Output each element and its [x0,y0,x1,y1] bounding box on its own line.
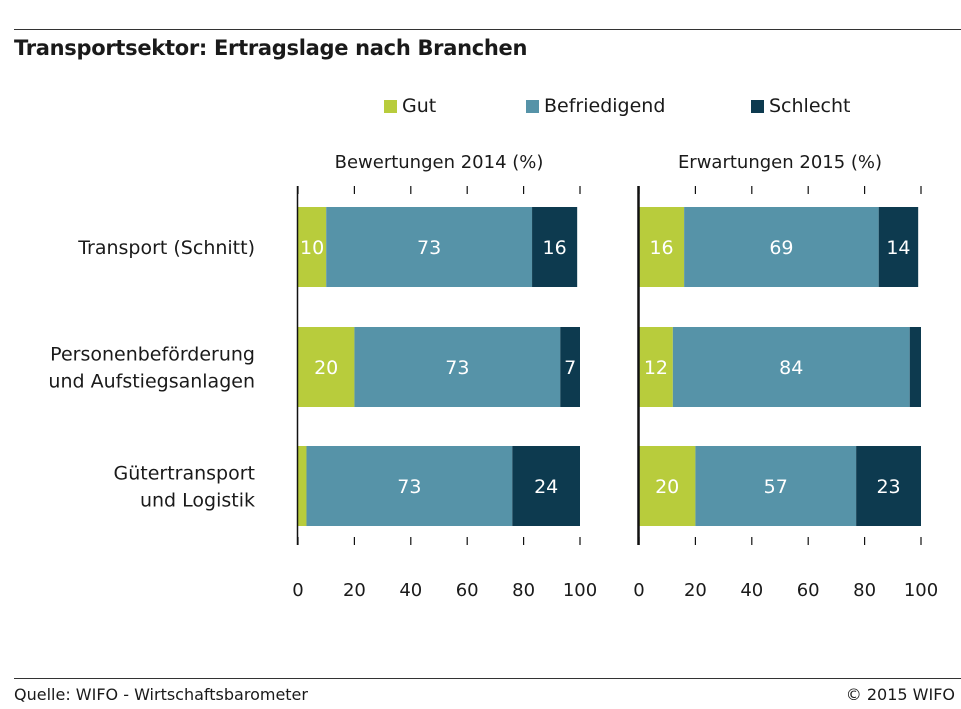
bar-segment-schlecht [878,207,919,287]
bar-segment-schlecht [560,327,580,407]
tick-label: 0 [633,580,644,601]
bar-segment-schlecht [909,327,921,407]
legend-label: Befriedigend [544,95,666,117]
legend-swatch [526,99,539,113]
legend-label: Gut [402,95,437,117]
tick-label: 80 [512,580,535,601]
tick-label: 60 [797,580,820,601]
panel-title: Bewertungen 2014 (%) [335,152,544,173]
bar-segment-befriedigend [354,327,561,407]
bar-segment-befriedigend [672,327,910,407]
category-label: Transport (Schnitt) [77,237,255,259]
tick-label: 20 [343,580,366,601]
source-note: Quelle: WIFO - Wirtschaftsbarometer [14,685,308,704]
category-label: Personenbeförderung [50,344,255,366]
data-label: 10 [300,237,324,259]
bar-segment-befriedigend [684,207,879,287]
legend-item-befriedigend: Befriedigend [526,92,665,120]
category-label: Gütertransport [113,463,255,485]
copyright-note: © 2015 WIFO [845,685,955,704]
top-rule [14,29,961,30]
tick-label: 40 [740,580,763,601]
data-label: 7 [564,357,576,379]
data-label: 14 [886,237,910,259]
data-label: 20 [655,476,679,498]
legend: Gut Befriedigend Schlecht [0,92,961,120]
legend-swatch [384,99,397,113]
bar-segment-schlecht [856,446,921,526]
data-label: 73 [445,357,469,379]
tick-label: 40 [399,580,422,601]
bar-segment-schlecht [512,446,580,526]
bottom-rule [14,678,961,679]
legend-item-schlecht: Schlecht [751,92,850,120]
tick-label: 60 [456,580,479,601]
bar-segment-gut [639,446,696,526]
bar-segment-befriedigend [306,446,513,526]
bar-segment-befriedigend [326,207,533,287]
data-label: 69 [769,237,793,259]
panel-title: Erwartungen 2015 (%) [678,152,882,173]
tick-label: 80 [853,580,876,601]
data-label: 12 [644,357,668,379]
data-label: 73 [397,476,421,498]
tick-label: 20 [684,580,707,601]
data-label: 23 [876,476,900,498]
bar-segment-schlecht [532,207,578,287]
data-label: 20 [314,357,338,379]
legend-label: Schlecht [769,95,851,117]
chart-title: Transportsektor: Ertragslage nach Branch… [14,36,528,60]
data-label: 84 [779,357,803,379]
data-label: 73 [417,237,441,259]
bar-segment-gut [298,207,327,287]
legend-item-gut: Gut [384,92,436,120]
data-label: 16 [649,237,673,259]
bar-segment-gut [298,446,307,526]
data-label: 57 [764,476,788,498]
category-label: und Aufstiegsanlagen [48,371,255,393]
bar-segment-gut [298,327,355,407]
tick-label: 0 [292,580,303,601]
bar-segment-befriedigend [695,446,857,526]
bar-segment-gut [639,327,673,407]
data-label: 16 [543,237,567,259]
category-label: und Logistik [140,490,255,512]
bar-segment-gut [639,207,685,287]
tick-label: 100 [904,580,938,601]
data-label: 24 [534,476,558,498]
legend-swatch [751,99,764,113]
tick-label: 100 [563,580,597,601]
stacked-bar-chart: Transport (Schnitt) Personenbeförderung un… [48,152,938,601]
